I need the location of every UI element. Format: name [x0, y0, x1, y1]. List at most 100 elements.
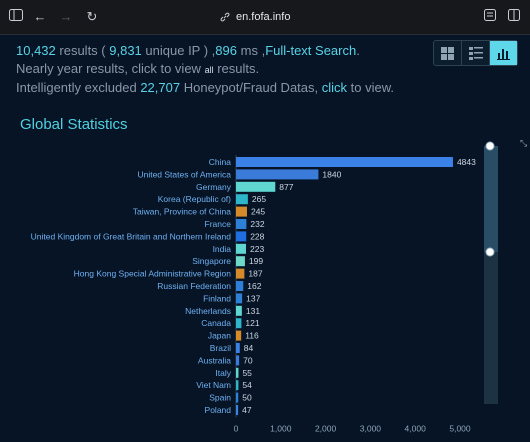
browser-toolbar: ← → ↻ en.fofa.info — [0, 0, 530, 35]
reload-icon[interactable]: ↻ — [86, 9, 98, 24]
time-label: ms , — [240, 43, 266, 58]
category-label: Poland — [205, 405, 232, 415]
results-count: 10,432 — [16, 43, 56, 58]
category-label: China — [209, 157, 231, 167]
value-label: 137 — [246, 293, 260, 303]
sidebar-icon[interactable] — [8, 9, 24, 25]
address-bar[interactable]: en.fofa.info — [220, 9, 290, 25]
bar[interactable] — [236, 293, 243, 304]
excluded-suffix: to view. — [350, 80, 395, 95]
zoom-handle-bottom[interactable] — [485, 247, 495, 257]
view-all-link[interactable]: all — [204, 65, 214, 75]
excluded-click-link[interactable]: click — [321, 80, 348, 95]
category-label: Hong Kong Special Administrative Region — [74, 269, 232, 279]
value-label: 55 — [242, 368, 252, 378]
bar[interactable] — [236, 281, 244, 291]
value-label: 245 — [251, 207, 265, 217]
tabs-icon[interactable] — [506, 9, 522, 25]
grid-icon — [441, 46, 454, 60]
value-label: 70 — [243, 355, 253, 365]
category-label: Taiwan, Province of China — [133, 207, 232, 217]
category-label: France — [205, 219, 232, 229]
bar[interactable] — [236, 318, 242, 329]
zoom-handle-top[interactable] — [485, 141, 495, 151]
value-label: 1840 — [322, 169, 341, 179]
bar[interactable] — [236, 355, 240, 366]
category-label: Italy — [215, 368, 231, 378]
year-results-text: Nearly year results, click to view — [16, 61, 201, 76]
bar[interactable] — [236, 330, 242, 341]
value-label: 228 — [250, 231, 264, 241]
bar[interactable] — [236, 392, 239, 403]
statistics-view-button[interactable] — [490, 41, 517, 65]
x-tick-label: 2,000 — [315, 423, 337, 433]
link-icon — [220, 12, 230, 22]
value-label: 187 — [248, 269, 262, 279]
value-label: 121 — [245, 318, 259, 328]
value-label: 131 — [246, 306, 260, 316]
search-mode-link[interactable]: Full-text Search — [265, 43, 357, 58]
list-view-button[interactable] — [462, 41, 490, 65]
bar[interactable] — [236, 367, 239, 378]
category-label: Australia — [198, 355, 231, 365]
bar[interactable] — [236, 181, 276, 192]
time-ms: 896 — [215, 43, 237, 58]
url-text: en.fofa.info — [236, 11, 291, 23]
zoom-reset-icon[interactable]: ⤡ — [520, 138, 527, 148]
bar[interactable] — [236, 380, 239, 391]
back-arrow-icon[interactable]: ← — [33, 9, 47, 24]
bar[interactable] — [236, 194, 248, 205]
excluded-prefix: Intelligently excluded — [16, 80, 137, 95]
year-results-suffix: results. — [217, 61, 260, 76]
value-label: 223 — [250, 244, 264, 254]
reader-icon[interactable] — [482, 9, 498, 25]
bar[interactable] — [236, 219, 247, 229]
results-summary: 10,432 results ( 9,831 unique IP ) ,896 … — [16, 43, 360, 58]
x-tick-label: 1,000 — [270, 423, 292, 433]
category-label: United Kingdom of Great Britain and Nort… — [31, 231, 232, 241]
category-label: Singapore — [192, 256, 231, 266]
value-label: 877 — [279, 182, 293, 192]
value-label: 50 — [242, 393, 252, 403]
year-results-line: Nearly year results, click to view all r… — [16, 61, 259, 76]
x-tick-label: 0 — [234, 423, 239, 433]
excluded-count: 22,707 — [140, 80, 181, 95]
x-tick-label: 3,000 — [360, 423, 382, 433]
grid-view-button[interactable] — [434, 41, 462, 65]
category-label: Korea (Republic of) — [158, 194, 231, 204]
zoom-slider-window[interactable] — [484, 146, 498, 252]
category-label: Japan — [208, 331, 231, 341]
category-label: United States of America — [137, 169, 231, 179]
bar[interactable] — [236, 305, 242, 316]
category-label: Brazil — [210, 343, 231, 353]
category-label: Spain — [209, 393, 231, 403]
category-label: Canada — [201, 318, 231, 328]
bar[interactable] — [236, 206, 247, 217]
category-label: India — [213, 244, 232, 254]
value-label: 116 — [245, 331, 259, 341]
bar-chart-icon — [497, 48, 510, 60]
category-label: Germany — [196, 182, 232, 192]
forward-arrow-icon[interactable]: → — [59, 9, 73, 24]
value-label: 54 — [242, 380, 252, 390]
view-mode-switcher — [433, 40, 518, 66]
bar[interactable] — [236, 268, 245, 279]
bar[interactable] — [236, 169, 319, 180]
value-label: 265 — [252, 194, 266, 204]
bar[interactable] — [236, 231, 247, 242]
bar[interactable] — [236, 256, 245, 267]
list-icon — [468, 46, 483, 60]
bar[interactable] — [236, 405, 239, 415]
unique-ip-count: 9,831 — [109, 43, 142, 58]
bar[interactable] — [236, 343, 240, 353]
x-tick-label: 5,000 — [449, 423, 471, 433]
value-label: 84 — [244, 343, 254, 353]
value-label: 199 — [249, 256, 263, 266]
bar[interactable] — [236, 243, 246, 254]
bar[interactable] — [236, 157, 453, 167]
results-label: results ( — [59, 43, 106, 58]
x-tick-label: 4,000 — [405, 423, 427, 433]
value-label: 4843 — [457, 157, 476, 167]
excluded-line: Intelligently excluded 22,707 Honeypot/F… — [16, 80, 394, 95]
